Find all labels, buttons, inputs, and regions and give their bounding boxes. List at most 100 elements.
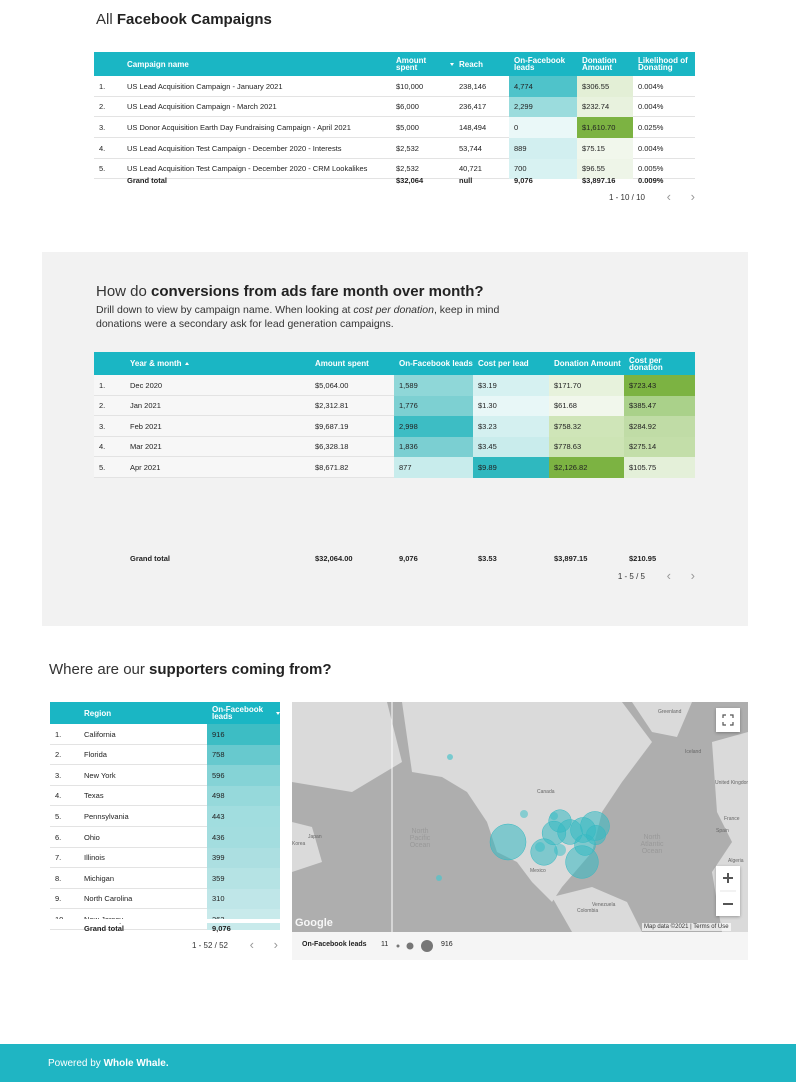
table-cell: 443 (207, 806, 280, 827)
total-cell: Grand total (84, 924, 125, 934)
table-cell: $2,126.82 (549, 457, 624, 478)
legend-max: 916 (441, 941, 453, 948)
column-header[interactable]: Donation Amount (582, 56, 617, 72)
campaign-table: Campaign name Amount spent Reach On-Faceboo… (94, 52, 695, 204)
table-cell: 1,836 (394, 436, 473, 458)
table-cell: 2. (55, 750, 62, 760)
zoom-out-button[interactable] (716, 892, 740, 916)
table-cell: 399 (207, 847, 280, 869)
section-heading: Where are our supporters coming from? (49, 661, 332, 678)
table-cell: 6. (55, 832, 62, 842)
table-cell: 148,494 (459, 122, 487, 132)
table-cell: 596 (207, 765, 280, 786)
prev-page-button[interactable]: ‹ (666, 189, 671, 204)
map-bubble (586, 825, 606, 845)
fullscreen-icon (722, 714, 734, 726)
table-header (50, 702, 280, 724)
prev-page-button[interactable]: ‹ (249, 937, 254, 952)
table-cell: 0.005% (638, 164, 664, 174)
table-cell: $778.63 (549, 436, 624, 458)
zoom-in-button[interactable] (716, 866, 740, 891)
column-header[interactable]: Reach (459, 59, 484, 69)
table-cell: 0.004% (638, 143, 664, 153)
table-cell: 889 (509, 138, 577, 159)
table-cell: $275.14 (624, 436, 695, 458)
legend-scale (396, 940, 433, 952)
table-cell: $723.43 (624, 375, 695, 396)
table-cell: Michigan (84, 873, 115, 883)
next-page-button[interactable]: › (690, 568, 695, 583)
terms-link[interactable]: Terms of Use (693, 924, 729, 930)
column-header[interactable]: Campaign name (127, 59, 189, 69)
next-page-button[interactable]: › (690, 189, 695, 204)
total-cell: 0.009% (638, 176, 664, 186)
column-header[interactable]: Donation Amount (554, 359, 621, 368)
column-header[interactable]: Cost per donation (629, 355, 663, 372)
total-cell: $210.95 (629, 554, 657, 564)
table-cell: Florida (84, 750, 107, 760)
heading-text: Where are our (49, 661, 145, 678)
total-cell: null (459, 176, 473, 186)
table-cell: $5,000 (396, 122, 419, 132)
footer-prefix: Powered by (48, 1058, 101, 1069)
column-header[interactable]: Amount spent (391, 52, 454, 76)
map-bubble-minor (447, 754, 453, 760)
map-label: Canada (537, 789, 555, 795)
table-cell: $6,000 (396, 102, 419, 112)
table-cell: $9.89 (473, 457, 549, 478)
table-cell: 916 (207, 724, 280, 745)
attribution-text: Map data ©2021 (644, 924, 689, 930)
table-cell: 0.004% (638, 81, 664, 91)
ocean-label: North Pacific Ocean (409, 828, 431, 849)
map-label: Colombia (577, 908, 599, 914)
table-cell: California (84, 729, 116, 739)
column-header[interactable]: On-Facebook leads (399, 359, 473, 368)
table-cell: 436 (207, 827, 280, 848)
sort-indicator (184, 362, 189, 365)
prev-page-button[interactable]: ‹ (666, 568, 671, 583)
section-heading: How do conversions from ads fare month o… (96, 283, 484, 300)
scroll-edge (50, 919, 280, 923)
fullscreen-button[interactable] (716, 708, 740, 732)
heading-text: How do (96, 283, 147, 300)
column-header[interactable]: Likelihood of Donating (638, 56, 688, 72)
table-cell: US Lead Acquisition Test Campaign - Dece… (127, 143, 342, 153)
table-cell: $758.32 (549, 416, 624, 437)
table-cell: 3. (99, 122, 106, 132)
table-cell: 758 (207, 744, 280, 766)
heading-text: All (96, 11, 113, 28)
column-header[interactable]: Cost per lead (478, 359, 529, 368)
next-page-button[interactable]: › (273, 937, 278, 952)
description-italic: cost per donation (353, 304, 434, 316)
column-header[interactable]: Amount spent (315, 359, 369, 368)
table-cell: $96.55 (577, 158, 633, 180)
section-description: Drill down to view by campaign name. Whe… (96, 303, 516, 331)
monthly-table: Year & month Amount spent On-Facebook lead… (94, 352, 695, 587)
column-header[interactable]: Year & month (125, 352, 310, 375)
column-header[interactable]: On-Facebook leads (207, 702, 280, 724)
map-bubble (548, 809, 572, 833)
section-heading: All Facebook Campaigns (96, 11, 272, 28)
table-cell: $105.75 (624, 457, 695, 478)
map-label: Greenland (658, 709, 682, 715)
table-cell: $284.92 (624, 416, 695, 437)
table-cell: 4,774 (509, 76, 577, 97)
column-header[interactable]: Region (84, 708, 112, 718)
heading-bold: conversions from ads fare month over mon… (151, 283, 484, 300)
table-cell: 4. (99, 442, 106, 452)
table-cell: 359 (207, 868, 280, 889)
table-cell: $306.55 (577, 76, 633, 97)
table-cell: $8,671.82 (315, 462, 349, 472)
table-cell: $232.74 (577, 96, 633, 118)
total-cell: Grand total (127, 176, 168, 186)
column-header[interactable]: On-Facebook leads (514, 56, 566, 72)
table-header (94, 352, 695, 375)
table-cell: 0.025% (638, 122, 664, 132)
table-cell: Dec 2020 (130, 380, 163, 390)
table-cell: Illinois (84, 853, 105, 863)
table-cell: $1,610.70 (577, 117, 633, 139)
map-bubble (489, 823, 527, 861)
map-widget: Google Map data ©2021 | Terms of Use On-… (292, 702, 748, 960)
total-cell: $32,064 (396, 176, 424, 186)
